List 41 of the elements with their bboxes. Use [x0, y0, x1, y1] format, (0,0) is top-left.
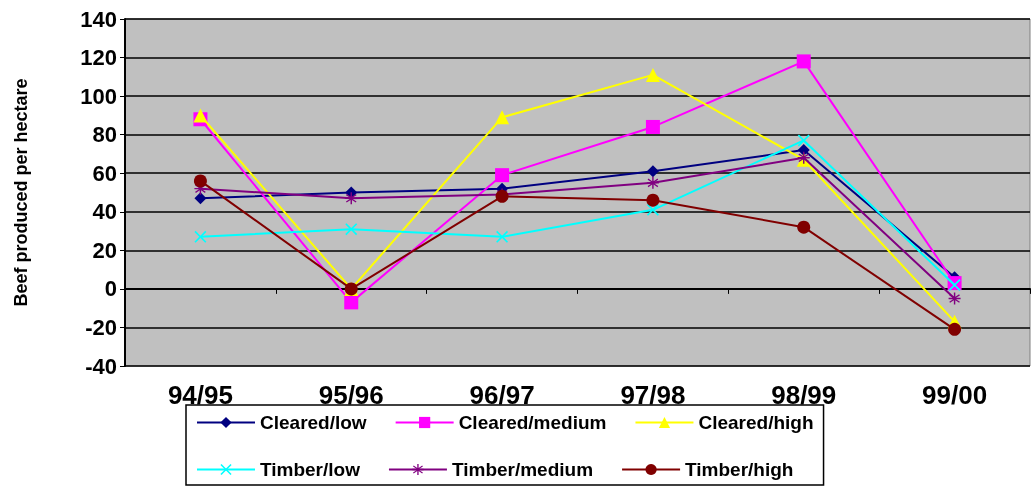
legend-label: Timber/low	[260, 459, 361, 480]
point	[796, 54, 811, 69]
x-tick-label: 99/00	[922, 380, 988, 410]
point	[948, 322, 962, 336]
y-tick-label: -20	[85, 314, 117, 340]
point	[345, 223, 358, 236]
y-tick-label: 80	[92, 122, 117, 148]
point	[193, 174, 207, 188]
y-axis-title: Beef produced per hectare	[11, 78, 31, 307]
y-tick-label: 140	[80, 6, 117, 32]
point	[194, 192, 207, 205]
point	[495, 168, 510, 183]
y-tick-label: 40	[92, 199, 117, 225]
point	[797, 220, 811, 234]
legend-label: Cleared/low	[260, 412, 367, 433]
x-tick-label: 98/99	[771, 380, 837, 410]
legend-label: Cleared/high	[698, 412, 814, 433]
point	[646, 203, 659, 216]
x-tick-label: 96/97	[469, 380, 535, 410]
legend-label: Timber/medium	[451, 459, 594, 480]
point	[645, 67, 660, 82]
point	[496, 230, 509, 243]
point	[646, 193, 660, 207]
point	[646, 176, 659, 189]
point	[344, 295, 359, 310]
x-tick-label: 97/98	[620, 380, 686, 410]
point	[797, 134, 810, 147]
legend-label: Cleared/medium	[458, 412, 607, 433]
point	[495, 110, 510, 125]
y-tick-label: 120	[80, 45, 117, 71]
x-tick-label: 94/95	[167, 380, 233, 410]
legend-label: Timber/high	[685, 459, 794, 480]
point	[645, 119, 660, 134]
point	[193, 108, 208, 123]
point	[646, 165, 659, 178]
y-tick-label: -40	[85, 353, 117, 379]
y-tick-label: 100	[80, 83, 117, 109]
y-tick-label: 60	[92, 160, 117, 186]
y-tick-label: 20	[92, 237, 117, 263]
y-tick-label: 0	[104, 276, 117, 302]
x-tick-label: 95/96	[318, 380, 384, 410]
